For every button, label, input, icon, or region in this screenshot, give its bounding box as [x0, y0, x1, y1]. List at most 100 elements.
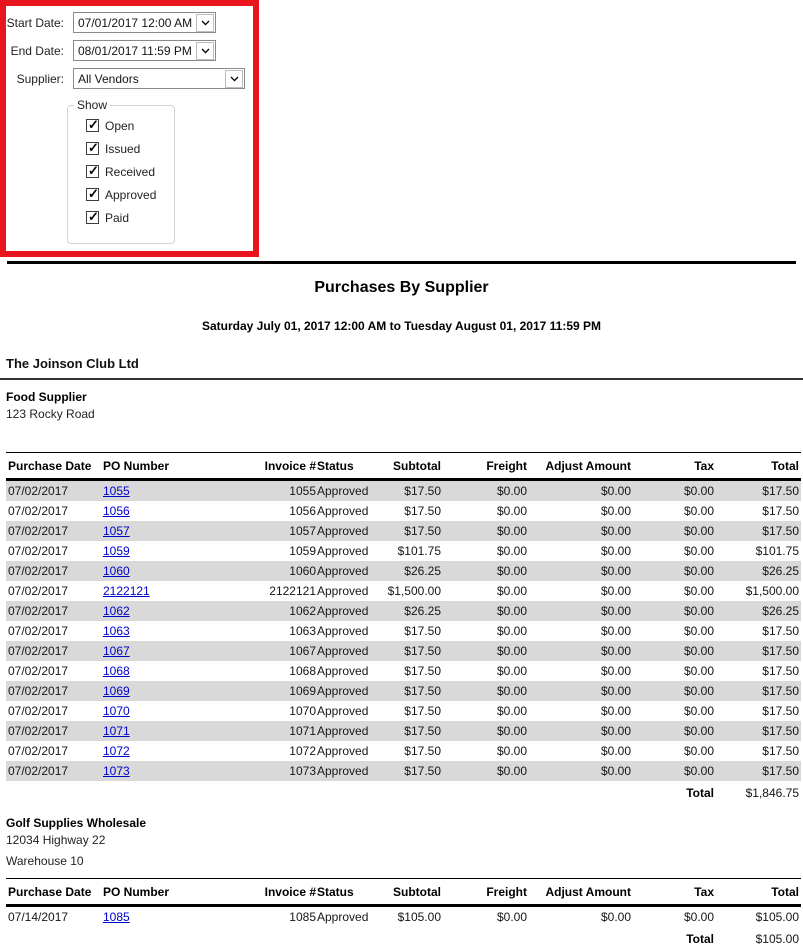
cell-tax: $0.00 [683, 764, 714, 778]
table-row: 07/02/2017 1070 1070 Approved $17.50 $0.00 $0.… [6, 701, 801, 721]
checkbox-label: Paid [105, 210, 130, 225]
po-link[interactable]: 1062 [103, 604, 130, 618]
cell-invoice: 1070 [289, 704, 316, 718]
checkbox-check-icon[interactable] [86, 140, 100, 156]
cell-freight: $0.00 [496, 704, 527, 718]
column-header: Freight [443, 878, 529, 907]
cell-subtotal: $17.50 [404, 664, 441, 678]
cell-total: $26.25 [762, 604, 799, 618]
cell-date: 07/02/2017 [8, 684, 69, 698]
po-link[interactable]: 1060 [103, 564, 130, 578]
po-link[interactable]: 1071 [103, 724, 130, 738]
checkbox-paid[interactable]: Paid [86, 209, 174, 225]
cell-status: Approved [317, 644, 369, 658]
checkbox-open[interactable]: Open [86, 117, 174, 133]
supplier-row: Supplier: All Vendors [6, 68, 253, 89]
cell-date: 07/02/2017 [8, 704, 69, 718]
column-header: Total [716, 452, 801, 481]
cell-subtotal: $101.75 [397, 544, 441, 558]
cell-status: Approved [317, 624, 369, 638]
total-value: $1,846.75 [745, 786, 799, 800]
checkbox-issued[interactable]: Issued [86, 140, 174, 156]
cell-status: Approved [317, 684, 369, 698]
cell-adjust: $0.00 [600, 684, 631, 698]
checkbox-label: Issued [105, 141, 141, 156]
cell-total: $17.50 [762, 504, 799, 518]
cell-empty [181, 927, 316, 948]
cell-freight: $0.00 [496, 524, 527, 538]
cell-status: Approved [317, 524, 369, 538]
cell-freight: $0.00 [496, 484, 527, 498]
cell-tax: $0.00 [683, 524, 714, 538]
checkbox-check-icon[interactable] [86, 209, 100, 225]
cell-empty [381, 781, 443, 802]
end-date-dropdown-button[interactable] [196, 41, 214, 60]
checkbox-check-icon[interactable] [86, 117, 100, 133]
table-row: 07/02/2017 1056 1056 Approved $17.50 $0.00 $0.… [6, 501, 801, 521]
chevron-down-icon [230, 76, 238, 82]
po-link[interactable]: 1073 [103, 764, 130, 778]
po-link[interactable]: 1069 [103, 684, 130, 698]
cell-freight: $0.00 [496, 684, 527, 698]
po-link[interactable]: 2122121 [103, 584, 150, 598]
supplier-combo[interactable]: All Vendors [73, 68, 245, 89]
cell-tax: $0.00 [683, 644, 714, 658]
chevron-down-icon [201, 48, 209, 54]
checkbox-received[interactable]: Received [86, 163, 174, 179]
po-link[interactable]: 1072 [103, 744, 130, 758]
cell-subtotal: $17.50 [404, 624, 441, 638]
cell-status: Approved [317, 584, 369, 598]
show-filter-group: Show Open Issued Received Approved Paid [67, 98, 175, 244]
cell-status: Approved [317, 484, 369, 498]
cell-date: 07/14/2017 [8, 910, 69, 924]
chevron-down-icon [201, 20, 209, 26]
table-row: 07/02/2017 1062 1062 Approved $26.25 $0.00 $0.… [6, 601, 801, 621]
cell-po: 1069 [101, 681, 181, 701]
cell-subtotal: $26.25 [404, 604, 441, 618]
cell-total: $17.50 [762, 644, 799, 658]
cell-status: Approved [317, 744, 369, 758]
cell-po: 1059 [101, 541, 181, 561]
column-header: Adjust Amount [529, 452, 633, 481]
po-link[interactable]: 1085 [103, 910, 130, 924]
cell-invoice: 1067 [289, 644, 316, 658]
cell-subtotal: $17.50 [404, 524, 441, 538]
po-link[interactable]: 1063 [103, 624, 130, 638]
checkbox-label: Approved [105, 187, 157, 202]
po-link[interactable]: 1055 [103, 484, 130, 498]
end-date-combo[interactable]: 08/01/2017 11:59 PM [73, 40, 216, 61]
start-date-combo[interactable]: 07/01/2017 12:00 AM [73, 12, 216, 33]
cell-date: 07/02/2017 [8, 564, 69, 578]
po-link[interactable]: 1067 [103, 644, 130, 658]
po-link[interactable]: 1059 [103, 544, 130, 558]
table-row: 07/02/2017 1073 1073 Approved $17.50 $0.00 $0.… [6, 761, 801, 781]
cell-status: Approved [317, 504, 369, 518]
supplier-address-block: 12034 Highway 22 Warehouse 10 [6, 830, 803, 872]
cell-date: 07/02/2017 [8, 484, 69, 498]
report-title: Purchases By Supplier [314, 279, 489, 296]
end-date-value: 08/01/2017 11:59 PM [78, 43, 192, 58]
cell-tax: $0.00 [683, 504, 714, 518]
cell-freight: $0.00 [496, 664, 527, 678]
supplier-dropdown-button[interactable] [225, 69, 243, 88]
cell-total: $17.50 [762, 764, 799, 778]
end-date-label: End Date: [10, 43, 64, 58]
checkbox-approved[interactable]: Approved [86, 186, 174, 202]
cell-po: 1070 [101, 701, 181, 721]
po-link[interactable]: 1068 [103, 664, 130, 678]
cell-tax: $0.00 [683, 724, 714, 738]
start-date-dropdown-button[interactable] [196, 13, 214, 32]
checkbox-check-icon[interactable] [86, 186, 100, 202]
cell-tax: $0.00 [683, 604, 714, 618]
cell-subtotal: $105.00 [397, 910, 441, 924]
cell-date: 07/02/2017 [8, 624, 69, 638]
cell-freight: $0.00 [496, 584, 527, 598]
cell-tax: $0.00 [683, 564, 714, 578]
po-link[interactable]: 1056 [103, 504, 130, 518]
total-value: $105.00 [755, 932, 799, 946]
po-link[interactable]: 1070 [103, 704, 130, 718]
checkbox-check-icon[interactable] [86, 163, 100, 179]
company-rule [0, 378, 803, 380]
po-link[interactable]: 1057 [103, 524, 130, 538]
